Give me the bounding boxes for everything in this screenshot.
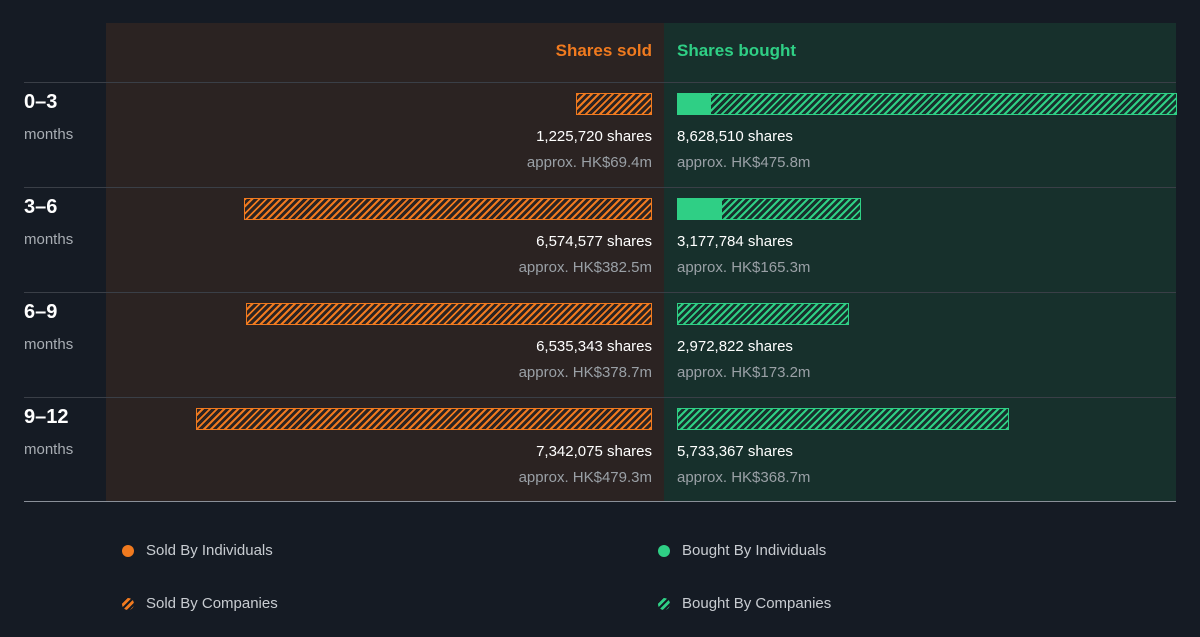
sold-shares-label: 7,342,075 shares bbox=[536, 443, 652, 460]
bought-value-label: approx. HK$368.7m bbox=[677, 469, 811, 486]
legend-label: Bought By Companies bbox=[682, 595, 832, 612]
sold-value-label: approx. HK$378.7m bbox=[518, 364, 652, 381]
legend-hatch-icon bbox=[658, 597, 670, 610]
bought-by-individuals-bar bbox=[677, 93, 711, 115]
bought-by-individuals-bar bbox=[677, 198, 723, 220]
shares-sold-header: Shares sold bbox=[555, 41, 652, 60]
bought-by-companies-bar bbox=[677, 93, 1177, 115]
legend-label: Sold By Companies bbox=[146, 595, 278, 612]
period-label: 6–9 bbox=[24, 301, 58, 323]
legend-label: Sold By Individuals bbox=[146, 542, 273, 559]
bought-shares-label: 5,733,367 shares bbox=[677, 443, 793, 460]
bought-value-label: approx. HK$475.8m bbox=[677, 154, 811, 171]
sold-by-companies-bar bbox=[246, 303, 652, 325]
sold-by-companies-bar bbox=[243, 198, 652, 220]
sold-value-label: approx. HK$69.4m bbox=[526, 154, 652, 171]
sold-value-label: approx. HK$479.3m bbox=[518, 469, 652, 486]
legend-item: Sold By Individuals bbox=[122, 542, 273, 559]
legend-hatch-icon bbox=[122, 597, 134, 610]
sold-shares-label: 6,574,577 shares bbox=[536, 233, 652, 250]
bought-value-label: approx. HK$173.2m bbox=[677, 364, 811, 381]
legend-dot-icon bbox=[658, 544, 670, 557]
period-unit: months bbox=[24, 126, 74, 143]
shares-bought-header: Shares bought bbox=[677, 41, 797, 60]
row-divider bbox=[24, 292, 1176, 293]
period-unit: months bbox=[24, 336, 74, 353]
period-unit: months bbox=[24, 231, 74, 248]
legend-dot-icon bbox=[122, 544, 134, 557]
legend-item: Sold By Companies bbox=[122, 595, 278, 612]
sold-by-companies-bar bbox=[575, 93, 652, 115]
row-divider bbox=[24, 397, 1176, 398]
legend-item: Bought By Individuals bbox=[658, 542, 826, 559]
bought-shares-label: 3,177,784 shares bbox=[677, 233, 793, 250]
period-label: 9–12 bbox=[24, 406, 69, 428]
chart-baseline bbox=[24, 501, 1176, 502]
sold-by-companies-bar bbox=[196, 408, 652, 430]
sold-shares-label: 6,535,343 shares bbox=[536, 338, 652, 355]
period-label: 0–3 bbox=[24, 91, 58, 113]
bought-by-companies-bar bbox=[677, 408, 1010, 430]
period-unit: months bbox=[24, 441, 74, 458]
period-label: 3–6 bbox=[24, 196, 58, 218]
row-divider bbox=[24, 187, 1176, 188]
legend-label: Bought By Individuals bbox=[682, 542, 827, 559]
bought-by-companies-bar bbox=[677, 303, 850, 325]
bought-value-label: approx. HK$165.3m bbox=[677, 259, 811, 276]
bought-shares-label: 2,972,822 shares bbox=[677, 338, 793, 355]
bought-shares-label: 8,628,510 shares bbox=[677, 128, 793, 145]
sold-value-label: approx. HK$382.5m bbox=[518, 259, 652, 276]
row-divider bbox=[24, 82, 1176, 83]
sold-shares-label: 1,225,720 shares bbox=[536, 128, 652, 145]
legend-item: Bought By Companies bbox=[658, 595, 831, 612]
